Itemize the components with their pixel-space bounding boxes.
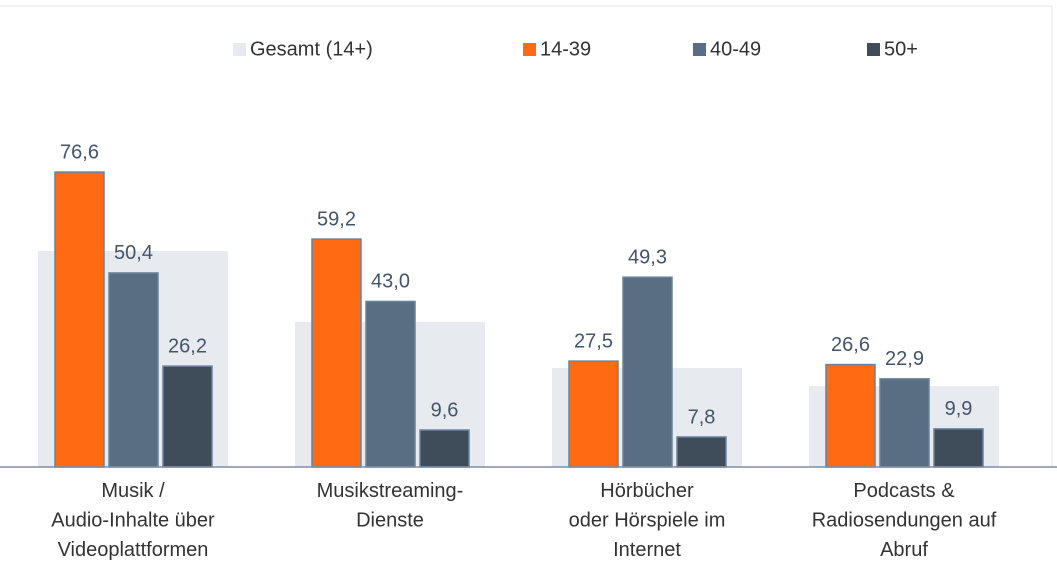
- bar: [568, 360, 619, 468]
- bar: [825, 363, 876, 468]
- value-label: 43,0: [371, 271, 410, 293]
- bar: [933, 428, 984, 468]
- legend-label: 50+: [884, 38, 918, 60]
- category-label: Hörbücher oder Hörspiele im Internet: [569, 480, 726, 561]
- value-label: 59,2: [317, 208, 356, 230]
- value-label: 7,8: [688, 406, 716, 428]
- legend-label: Gesamt (14+): [250, 38, 373, 60]
- legend-swatch: [867, 43, 880, 56]
- value-label: 50,4: [114, 242, 153, 264]
- category-label: Musikstreaming-Dienste: [317, 480, 464, 532]
- bar: [162, 365, 213, 468]
- bar: [311, 238, 362, 468]
- category-label: Podcasts & Radiosendungen auf Abruf: [812, 480, 997, 561]
- bar: [419, 429, 470, 468]
- legend-label: 40-49: [710, 38, 761, 60]
- value-label: 22,9: [885, 348, 924, 370]
- value-label: 49,3: [628, 246, 667, 268]
- legend-swatch: [233, 43, 246, 56]
- bar: [622, 276, 673, 468]
- bar: [879, 378, 930, 468]
- bar: [108, 272, 159, 468]
- bar: [676, 436, 727, 468]
- value-label: 26,2: [168, 335, 207, 357]
- legend-swatch: [693, 43, 706, 56]
- legend-label: 14-39: [540, 38, 591, 60]
- value-label: 26,6: [831, 334, 870, 356]
- bar: [54, 171, 105, 468]
- value-label: 76,6: [60, 141, 99, 163]
- value-label: 27,5: [574, 330, 613, 352]
- category-label: Musik / Audio-Inhalte über Videoplattforme…: [51, 480, 215, 561]
- value-label: 9,6: [431, 399, 459, 421]
- bar: [365, 300, 416, 468]
- legend-swatch: [523, 43, 536, 56]
- value-label: 9,9: [945, 398, 973, 420]
